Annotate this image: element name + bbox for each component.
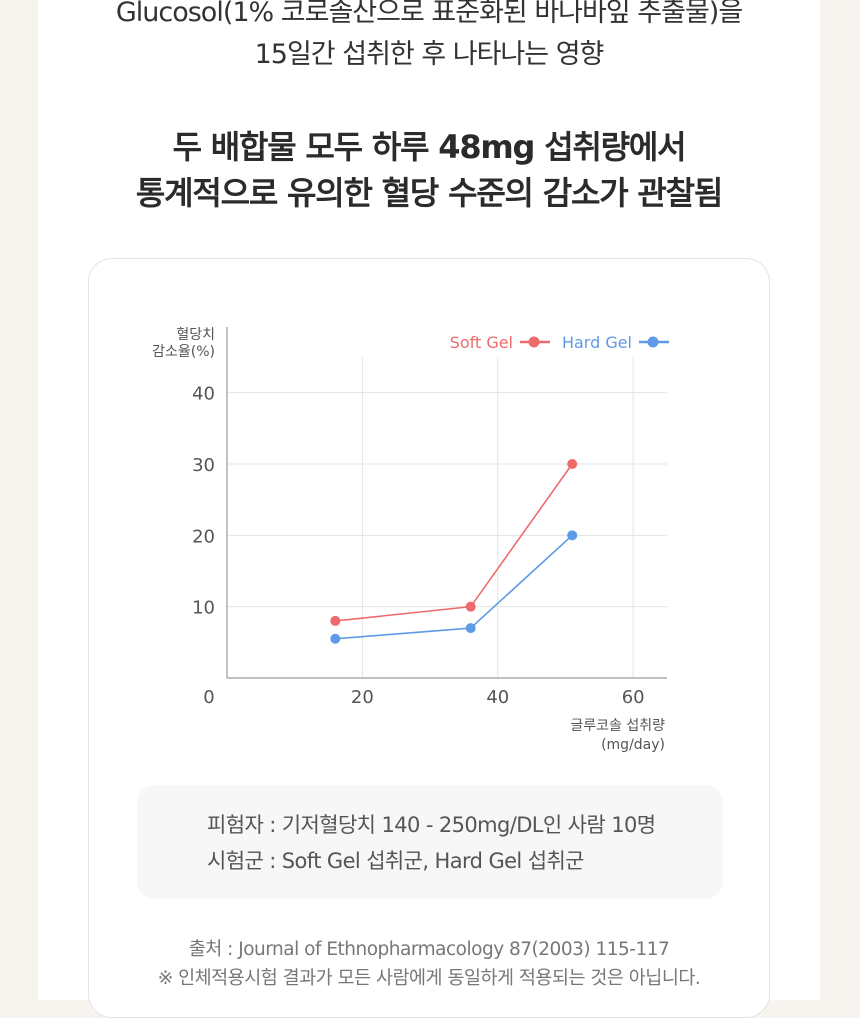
x-axis-label-line1: 글루코솔 섭취량: [570, 718, 665, 734]
study-info-box: 피험자 : 기저혈당치 140 - 250mg/DL인 사람 10명 시험군 :…: [137, 785, 723, 899]
chart-card: 10 20 30 40 0 20 40 60 혈당치 감소율(%) 글루코솔 섭취량 (mg/day)…: [88, 258, 770, 1018]
x-tick-label: 20: [351, 687, 374, 708]
data-point: [465, 601, 476, 612]
x-axis-label-line2: (mg/day): [601, 737, 665, 753]
x-tick-label: 60: [622, 687, 645, 708]
intro-line-2: 15일간 섭취한 후 나타나는 영향: [254, 39, 605, 70]
y-tick-label: 10: [192, 598, 215, 619]
intro-line-1: Glucosol(1% 코로솔산으로 표준화된 바나바잎 추출물)을: [115, 0, 743, 28]
source-notes: 출처 : Journal of Ethnopharmacology 87(200…: [89, 935, 769, 993]
y-axis-label-line1: 혈당치: [176, 327, 215, 343]
series-line-soft-gel: [335, 463, 573, 622]
y-tick-label: 30: [192, 455, 215, 476]
data-point: [567, 530, 578, 541]
x-tick-label: 0: [203, 687, 214, 708]
intro-text: Glucosol(1% 코로솔산으로 표준화된 바나바잎 추출물)을 15일간 …: [38, 0, 820, 76]
data-point: [465, 623, 476, 634]
legend-label-hard-gel: Hard Gel: [562, 333, 632, 352]
y-tick-label: 40: [192, 384, 215, 405]
legend-marker-hard-gel: [647, 336, 659, 348]
data-point: [567, 459, 578, 469]
data-point: [330, 615, 341, 626]
legend-marker-soft-gel: [528, 336, 540, 348]
y-tick-label: 20: [192, 526, 215, 547]
subjects-text: 피험자 : 기저혈당치 140 - 250mg/DL인 사람 10명: [207, 813, 656, 837]
headline: 두 배합물 모두 하루 48mg 섭취량에서 통계적으로 유의한 혈당 수준의 …: [38, 124, 820, 216]
citation-text: 출처 : Journal of Ethnopharmacology 87(200…: [188, 939, 670, 960]
x-tick-label: 40: [486, 687, 509, 708]
page: Glucosol(1% 코로솔산으로 표준화된 바나바잎 추출물)을 15일간 …: [38, 0, 820, 1018]
data-point: [330, 633, 341, 644]
y-axis-label-line2: 감소율(%): [152, 344, 215, 360]
legend-label-soft-gel: Soft Gel: [450, 333, 513, 352]
headline-line-2: 통계적으로 유의한 혈당 수준의 감소가 관찰됨: [135, 174, 723, 212]
headline-line-1: 두 배합물 모두 하루 48mg 섭취량에서: [172, 128, 687, 166]
groups-text: 시험군 : Soft Gel 섭취군, Hard Gel 섭취군: [207, 849, 585, 873]
series-line-hard-gel: [335, 534, 573, 640]
disclaimer-text: ※ 인체적용시험 결과가 모든 사람에게 동일하게 적용되는 것은 아닙니다.: [157, 968, 701, 989]
